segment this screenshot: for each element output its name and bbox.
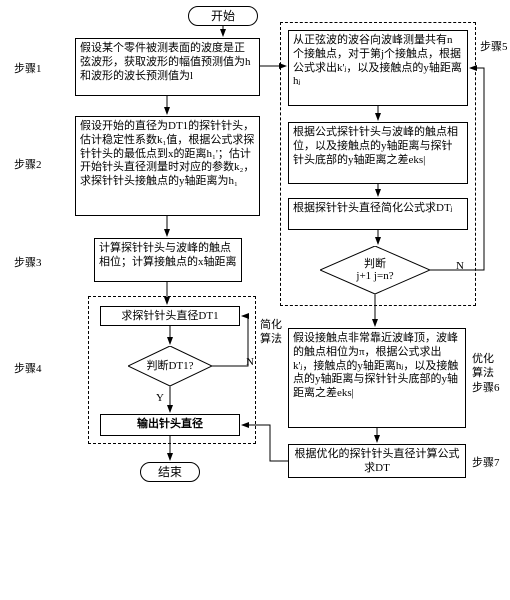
block-dt1: 求探针针头直径DT1 (100, 306, 240, 326)
branch-d2-no: N (456, 260, 464, 272)
label-step1: 步骤1 (14, 60, 42, 76)
label-step4: 步骤4 (14, 360, 42, 376)
block-r4: 假设接触点非常靠近波峰顶，波峰的触点相位为π，根据公式求出k'ⱼ，接触点的y轴距… (288, 328, 466, 428)
decision-dt1: 判断DT1? (128, 346, 212, 386)
block-r2: 根据公式探针针头与波峰的触点相位，以及接触点的y轴距离与探针针头底部的y轴距离之… (288, 122, 468, 184)
label-step7: 步骤7 (472, 454, 500, 470)
block-r5: 根据优化的探针针头直径计算公式求DT (288, 444, 466, 478)
block-output: 输出针头直径 (100, 414, 240, 436)
decision-dt1-label: 判断DT1? (128, 360, 212, 372)
block-step2: 假设开始的直径为DT1的探针针头，估计稳定性系数k₁值，根据公式求探针针头的最低… (75, 116, 260, 216)
decision-jn: 判断 j+1 j=n? (320, 246, 430, 294)
label-step5: 步骤5 (480, 38, 508, 54)
label-simplified: 简化 算法 (260, 318, 282, 347)
terminator-end: 结束 (140, 462, 200, 482)
block-step3: 计算探针针头与波峰的触点相位；计算接触点的x轴距离 (94, 238, 242, 282)
label-step3: 步骤3 (14, 254, 42, 270)
terminator-start: 开始 (188, 6, 258, 26)
block-step1: 假设某个零件被测表面的波度是正弦波形，获取波形的幅值预测值为h和波形的波长预测值… (75, 38, 260, 96)
label-step2: 步骤2 (14, 156, 42, 172)
branch-d1-no: N (246, 356, 254, 368)
label-step6: 优化 算法 步骤6 (472, 352, 500, 395)
block-r3: 根据探针针头直径简化公式求DTⱼ (288, 198, 468, 230)
block-r1: 从正弦波的波谷向波峰测量共有n个接触点，对于第j个接触点，根据公式求出k'ⱼ，以… (288, 30, 468, 106)
flowchart-canvas: 开始 结束 假设某个零件被测表面的波度是正弦波形，获取波形的幅值预测值为h和波形… (0, 0, 510, 600)
decision-jn-label: 判断 j+1 j=n? (320, 258, 430, 282)
branch-d1-yes: Y (156, 392, 164, 404)
